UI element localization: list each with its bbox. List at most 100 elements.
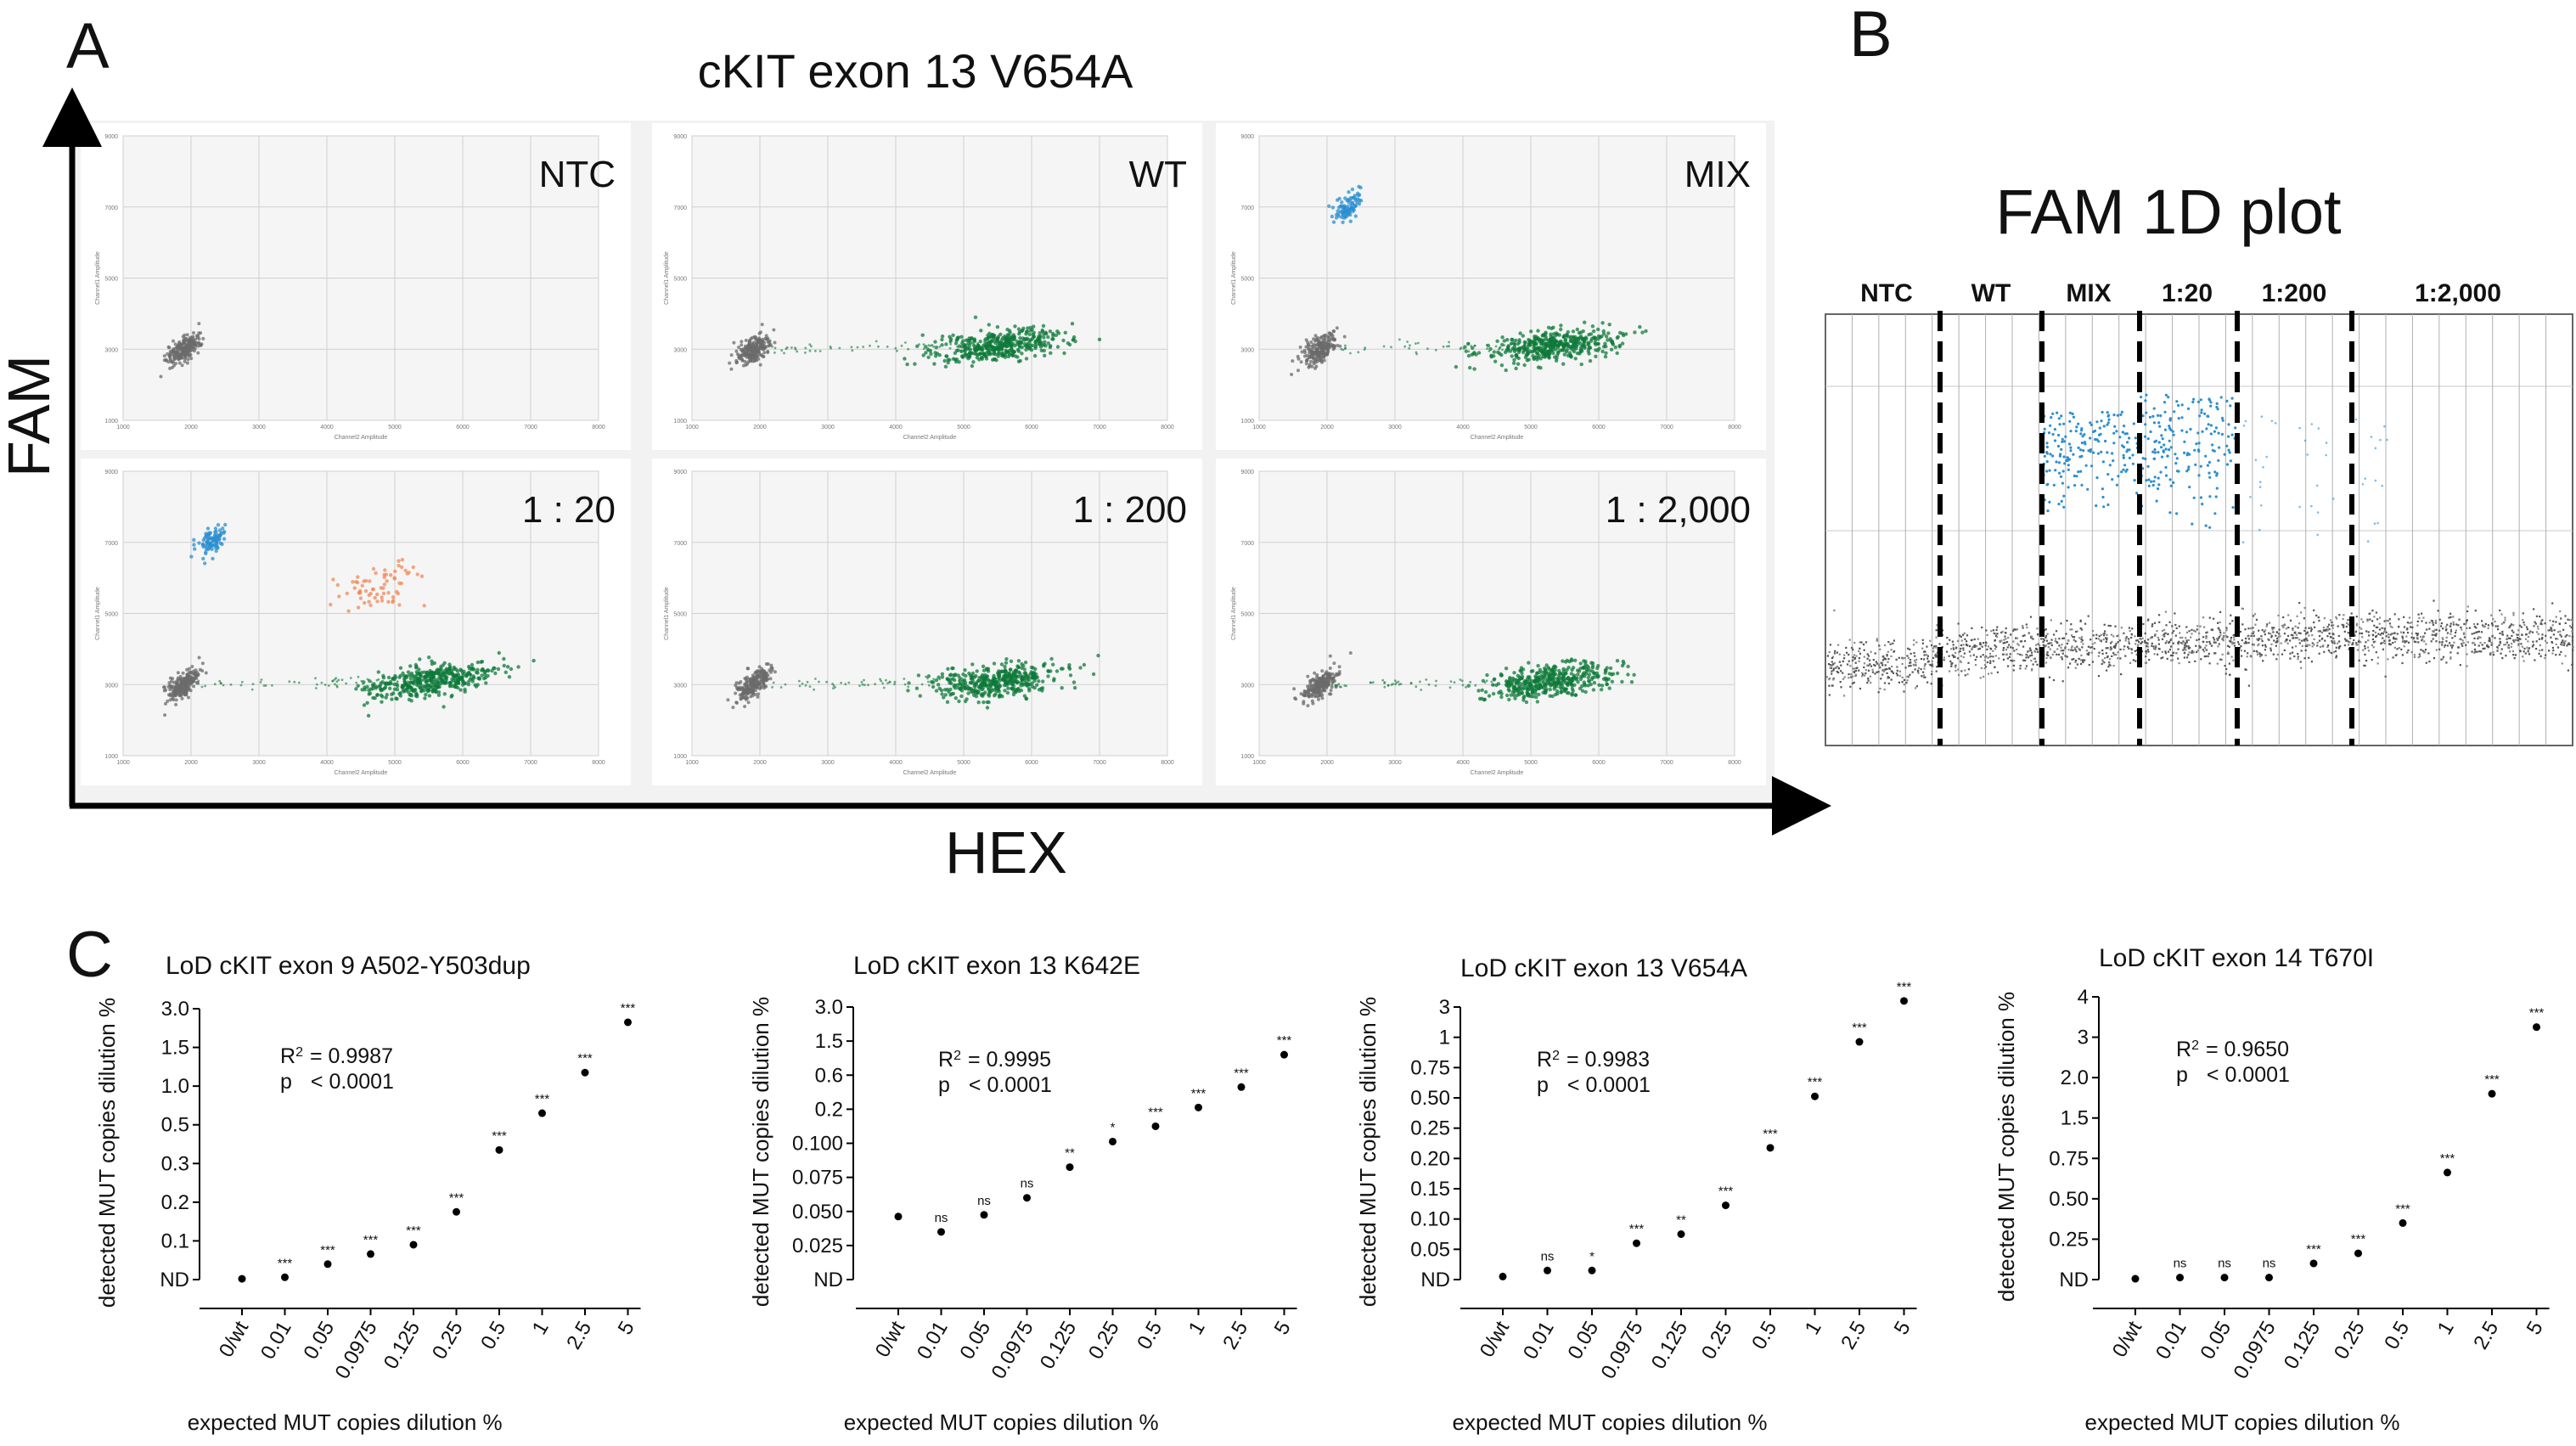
droplet bbox=[1954, 667, 1956, 668]
droplet bbox=[931, 685, 935, 689]
droplet bbox=[1296, 369, 1300, 372]
droplet bbox=[959, 695, 963, 698]
droplet bbox=[1505, 369, 1508, 372]
droplet bbox=[1041, 330, 1044, 334]
x-tick-label: 2000 bbox=[1320, 425, 1334, 430]
droplet bbox=[2069, 663, 2071, 665]
droplet bbox=[946, 688, 949, 691]
droplet bbox=[385, 695, 388, 699]
droplet bbox=[1512, 671, 1516, 674]
droplet bbox=[1579, 661, 1583, 665]
droplet bbox=[1020, 689, 1023, 692]
droplet bbox=[2007, 657, 2009, 659]
droplet bbox=[1034, 345, 1038, 348]
droplet bbox=[804, 347, 807, 350]
droplet bbox=[1306, 358, 1309, 362]
droplet bbox=[904, 341, 907, 344]
droplet bbox=[1505, 667, 1508, 670]
droplet bbox=[1561, 363, 1565, 366]
droplet bbox=[1500, 335, 1504, 339]
droplet bbox=[1931, 673, 1932, 675]
droplet bbox=[844, 683, 846, 685]
droplet bbox=[2095, 638, 2097, 639]
droplet bbox=[2110, 625, 2112, 627]
droplet bbox=[1867, 658, 1869, 660]
droplet bbox=[1996, 627, 1998, 628]
droplet bbox=[765, 662, 768, 666]
droplet bbox=[1428, 684, 1431, 686]
droplet bbox=[174, 703, 177, 706]
droplet bbox=[1975, 659, 1977, 661]
droplet bbox=[1960, 648, 1961, 650]
droplet bbox=[728, 362, 731, 365]
droplet bbox=[425, 679, 429, 683]
y-tick-label: 1000 bbox=[1240, 419, 1254, 425]
droplet bbox=[1549, 333, 1552, 336]
droplet bbox=[758, 682, 762, 685]
droplet bbox=[1917, 670, 1919, 672]
droplet bbox=[194, 677, 198, 680]
droplet bbox=[1323, 679, 1326, 683]
droplet bbox=[1989, 661, 1991, 662]
droplet bbox=[173, 357, 177, 361]
droplet bbox=[1527, 678, 1531, 681]
droplet bbox=[952, 357, 955, 361]
droplet bbox=[1513, 690, 1516, 694]
droplet bbox=[2026, 627, 2028, 628]
droplet bbox=[423, 604, 426, 607]
droplet bbox=[271, 684, 273, 687]
droplet bbox=[1891, 649, 1893, 650]
droplet bbox=[814, 350, 817, 352]
droplet bbox=[205, 672, 208, 675]
droplet bbox=[979, 329, 982, 332]
droplet bbox=[974, 316, 977, 319]
droplet bbox=[2103, 639, 2105, 640]
droplet bbox=[771, 668, 774, 672]
droplet bbox=[335, 684, 338, 687]
droplet bbox=[1557, 680, 1561, 684]
droplet bbox=[2003, 642, 2005, 644]
droplet bbox=[1463, 347, 1465, 350]
droplet bbox=[175, 680, 178, 684]
droplet bbox=[1323, 689, 1326, 693]
droplet bbox=[1538, 346, 1540, 349]
droplet bbox=[994, 358, 998, 362]
droplet bbox=[252, 683, 255, 685]
droplet bbox=[1853, 656, 1854, 658]
droplet bbox=[751, 359, 755, 363]
droplet bbox=[1915, 661, 1916, 663]
droplet bbox=[1927, 655, 1929, 657]
droplet bbox=[1060, 667, 1064, 670]
droplet bbox=[1833, 668, 1835, 670]
droplet bbox=[2098, 675, 2100, 677]
droplet bbox=[894, 347, 897, 350]
droplet bbox=[2080, 655, 2082, 656]
droplet bbox=[1587, 676, 1590, 679]
droplet bbox=[1562, 342, 1566, 346]
droplet bbox=[1933, 645, 1935, 647]
droplet bbox=[1336, 209, 1340, 212]
droplet bbox=[955, 337, 959, 340]
x-tick-label: 2000 bbox=[1320, 760, 1334, 766]
droplet bbox=[2003, 659, 2005, 661]
droplet bbox=[1976, 645, 1977, 647]
droplet bbox=[2005, 638, 2006, 639]
x-tick-label: 3000 bbox=[1388, 760, 1402, 766]
x-tick-label: 6000 bbox=[1025, 425, 1038, 430]
droplet bbox=[1943, 659, 1945, 661]
droplet bbox=[1851, 647, 1853, 649]
droplet bbox=[1544, 352, 1547, 356]
droplet bbox=[1931, 683, 1932, 684]
droplet bbox=[367, 678, 369, 681]
y-tick-label: 9000 bbox=[673, 134, 687, 140]
droplet bbox=[175, 698, 178, 701]
droplet bbox=[2020, 640, 2022, 642]
droplet bbox=[1527, 341, 1530, 344]
droplet bbox=[807, 681, 809, 684]
droplet bbox=[336, 583, 340, 587]
droplet bbox=[189, 357, 193, 360]
droplet bbox=[2062, 653, 2064, 655]
droplet bbox=[2075, 640, 2077, 642]
droplet bbox=[1533, 344, 1535, 346]
droplet bbox=[2109, 658, 2111, 660]
